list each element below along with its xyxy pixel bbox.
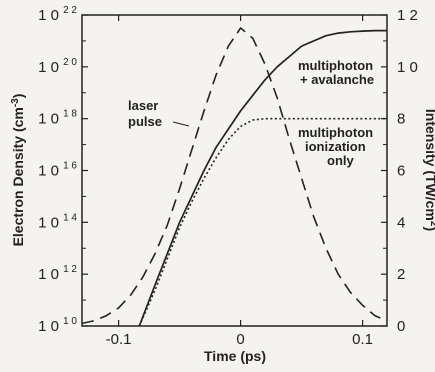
right-tick-label-3: 6	[397, 163, 405, 180]
right-tick-label-6: 1 2	[397, 7, 418, 24]
right-axis-title: Intensity (TW/cm2)	[423, 109, 435, 231]
annotation-laser-leader	[172, 121, 190, 127]
x-tick-label-2: 0.1	[352, 331, 373, 348]
left-tick-label-1: 1 0 1 2	[38, 264, 77, 283]
right-tick-label-4: 8	[397, 111, 405, 128]
x-tick-label-1: 0	[236, 331, 244, 348]
annotation-avalanche-line-1: multiphoton	[298, 58, 373, 73]
x-axis-title: Time (ps)	[204, 348, 266, 364]
annotation-only-line-1: multiphoton	[298, 125, 373, 140]
annotation-multiphoton-only: multiphoton ionization only	[298, 125, 373, 168]
x-tick-group: -0.1 0 0.1	[106, 15, 373, 348]
left-tick-label-4: 1 0 1 8	[38, 109, 77, 128]
left-tick-group: 1 0 1 0 1 0 1 2 1 0 1 4 1 0 1 6 1 0 1 8 1 0 2…	[38, 5, 88, 335]
right-tick-label-1: 2	[397, 266, 405, 283]
multiphoton-only-line	[138, 117, 387, 327]
left-tick-label-5: 1 0 2 0	[38, 57, 77, 76]
left-tick-label-0: 1 0 1 0	[38, 316, 77, 335]
laser-pulse-line	[81, 27, 388, 325]
annotation-laser-pulse: laser pulse	[128, 98, 190, 129]
x-tick-label-0: -0.1	[106, 331, 132, 348]
annotation-only-line-2: ionization	[305, 139, 366, 154]
avalanche-line	[138, 29, 387, 327]
annotation-laser-line-2: pulse	[128, 114, 162, 129]
right-tick-label-5: 1 0	[397, 59, 418, 76]
left-tick-label-3: 1 0 1 6	[38, 161, 77, 180]
left-tick-label-6: 1 0 2 2	[38, 5, 77, 24]
annotation-laser-line-1: laser	[128, 98, 158, 113]
annotation-multiphoton-avalanche: multiphoton + avalanche	[298, 58, 374, 87]
right-tick-label-0: 0	[397, 318, 405, 335]
annotation-only-line-3: only	[327, 153, 354, 168]
series-group	[81, 27, 388, 327]
left-tick-label-2: 1 0 1 4	[38, 212, 77, 231]
right-tick-group: 0 2 4 6 8 1 0 1 2	[381, 7, 418, 335]
right-tick-label-2: 4	[397, 214, 405, 231]
left-axis-title: Electron Density (cm-3)	[10, 94, 27, 247]
annotation-avalanche-line-2: + avalanche	[300, 72, 374, 87]
